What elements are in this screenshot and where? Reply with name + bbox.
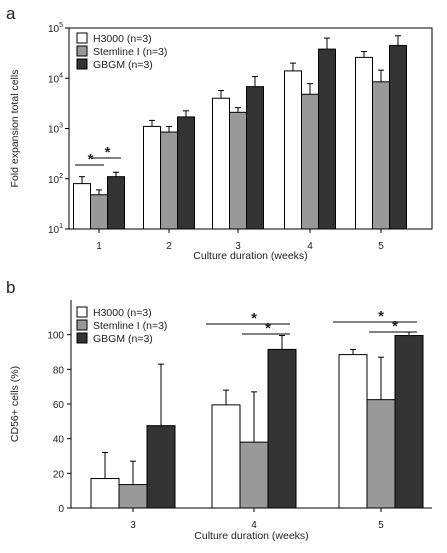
y-tick-exponent: 2 [59, 173, 63, 180]
legend-swatch [76, 45, 88, 57]
x-tick-label: 2 [166, 241, 172, 252]
y-tick-base: 10 [48, 74, 60, 85]
x-tick-label: 5 [378, 241, 384, 252]
bar-a-s2-c3 [318, 48, 336, 230]
x-tick-label: 1 [96, 241, 102, 252]
x-axis-title: Culture duration (weeks) [193, 250, 307, 262]
y-tick-label: 80 [53, 365, 65, 376]
bar-b-s1-c1 [239, 441, 269, 509]
panel-letter: b [6, 278, 15, 297]
x-tick-label: 4 [307, 241, 313, 252]
bar-a-s2-c4 [389, 44, 407, 230]
bar-a-s1-c0 [90, 194, 108, 230]
y-axis-title: Fold expansion total cells [9, 70, 21, 188]
significance-star: * [378, 308, 384, 325]
bar-b-s0-c0 [90, 478, 120, 509]
y-tick-label: 101 [48, 223, 63, 236]
y-tick-label: 104 [48, 72, 63, 85]
y-tick-label: 103 [48, 123, 63, 136]
legend-label: Stemline I (n=3) [93, 46, 167, 58]
legend-label: H3000 (n=3) [93, 33, 152, 45]
y-tick-label: 100 [47, 331, 64, 342]
bar-a-s0-c1 [143, 125, 161, 230]
bar-a-s0-c0 [73, 183, 91, 230]
y-tick-label: 105 [48, 22, 63, 35]
bar-a-s1-c2 [229, 111, 247, 230]
y-tick-label: 20 [53, 469, 65, 480]
bar-a-s0-c3 [284, 70, 302, 230]
x-tick-label: 3 [235, 241, 241, 252]
bar-b-s2-c2 [394, 335, 424, 509]
y-tick-exponent: 4 [59, 72, 63, 79]
y-tick-label: 102 [48, 173, 63, 186]
legend-label: GBGM (n=3) [93, 59, 153, 71]
x-axis-title: Culture duration (weeks) [194, 530, 308, 542]
x-tick-label: 4 [251, 520, 257, 531]
significance-star: * [392, 318, 398, 335]
bar-b-s0-c1 [211, 404, 241, 509]
legend-swatch [76, 58, 88, 70]
significance-star: * [251, 310, 257, 327]
bar-a-s0-c4 [355, 56, 373, 230]
y-tick-exponent: 1 [59, 223, 63, 230]
panel-letter: a [6, 4, 16, 23]
bar-b-s2-c0 [146, 425, 176, 509]
y-tick-base: 10 [48, 125, 60, 136]
y-tick-exponent: 5 [59, 22, 63, 29]
y-axis-title: CD56+ cells (%) [9, 366, 21, 442]
y-tick-base: 10 [48, 24, 60, 35]
significance-star: * [105, 144, 111, 161]
legend-swatch [76, 319, 88, 331]
x-tick-label: 3 [130, 520, 136, 531]
bar-a-s0-c2 [212, 97, 230, 230]
legend-label: Stemline I (n=3) [93, 320, 167, 332]
y-tick-label: 40 [53, 435, 65, 446]
chart-panel-b: b 0 20 40 60 80 100 3 4 5 * * * * H3000 (n=3)Stemline … [6, 278, 432, 542]
legend-swatch [76, 32, 88, 44]
legend-swatch [76, 332, 88, 344]
bar-b-s1-c0 [118, 484, 148, 509]
significance-star: * [88, 151, 94, 168]
y-tick-base: 10 [48, 175, 60, 186]
y-tick-exponent: 3 [59, 123, 63, 130]
legend-label: H3000 (n=3) [93, 307, 152, 319]
y-tick-label: 60 [53, 400, 65, 411]
bar-a-s1-c3 [301, 93, 319, 230]
x-tick-label: 5 [378, 520, 384, 531]
bar-a-s2-c1 [177, 116, 195, 230]
bar-a-s1-c1 [160, 131, 178, 230]
significance-star: * [265, 320, 271, 337]
bar-b-s0-c2 [338, 354, 368, 509]
bar-b-s2-c1 [267, 348, 297, 509]
bar-a-s2-c2 [246, 86, 264, 230]
y-tick-label: 0 [58, 504, 64, 515]
bar-a-s1-c4 [372, 81, 390, 230]
legend-label: GBGM (n=3) [93, 333, 153, 345]
legend-swatch [76, 306, 88, 318]
bar-b-s1-c2 [366, 399, 396, 509]
y-tick-base: 10 [48, 225, 60, 236]
bar-a-s2-c0 [107, 176, 125, 230]
